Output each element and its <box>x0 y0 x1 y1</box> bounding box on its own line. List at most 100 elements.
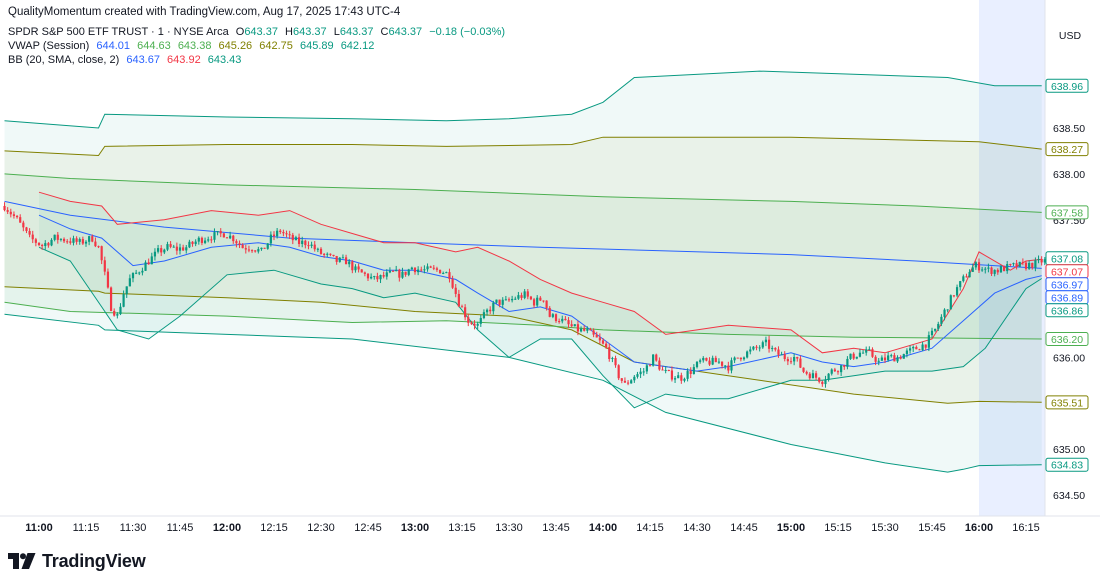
up-candle <box>185 244 188 254</box>
candle-body <box>370 276 373 279</box>
down-candle <box>351 260 354 274</box>
candle-body <box>586 329 589 331</box>
candle-body <box>507 299 511 301</box>
up-candle <box>673 376 677 383</box>
down-candle <box>81 236 84 246</box>
down-candle <box>789 357 793 365</box>
up-candle <box>858 348 862 358</box>
up-candle <box>501 297 504 309</box>
down-candle <box>843 364 846 370</box>
up-candle <box>551 313 554 319</box>
candle-body <box>752 346 755 350</box>
candle-body <box>918 349 921 351</box>
candle-body <box>799 358 802 368</box>
vwap-legend[interactable]: VWAP (Session) 644.01 644.63 643.38 645.… <box>8 39 378 53</box>
ohlc-open: O643.37 <box>235 26 278 38</box>
up-candle <box>407 268 410 277</box>
candle-body <box>19 217 22 223</box>
candle-body <box>489 309 492 312</box>
candle-body <box>589 329 592 331</box>
up-candle <box>930 327 934 338</box>
candle-body <box>116 314 119 316</box>
down-candle <box>3 202 6 212</box>
bb-legend[interactable]: BB (20, SMA, close, 2) 643.67 643.92 643… <box>8 53 245 67</box>
candle-body <box>548 307 551 317</box>
candle-body <box>887 355 890 361</box>
down-candle <box>498 299 501 308</box>
down-candle <box>225 236 229 239</box>
candle-body <box>175 246 178 251</box>
up-candle <box>141 267 144 276</box>
tradingview-logo[interactable]: TradingView <box>8 548 146 574</box>
up-candle <box>122 290 125 308</box>
up-candle <box>758 345 761 352</box>
candle-body <box>608 347 611 360</box>
candle-body <box>344 257 348 265</box>
x-tick-label: 15:15 <box>824 522 852 534</box>
candle-body <box>767 339 771 349</box>
price-label: 636.86 <box>1045 303 1089 318</box>
price-label: 634.83 <box>1045 457 1089 472</box>
up-candle <box>156 244 160 254</box>
up-candle <box>987 263 990 273</box>
candle-body <box>470 322 473 324</box>
vwap-band1-lower <box>4 301 1042 340</box>
candle-body <box>959 281 962 288</box>
candle-body <box>254 250 257 252</box>
candle-body <box>69 241 72 243</box>
candle-body <box>583 328 586 331</box>
candle-body <box>304 240 307 246</box>
up-candle <box>937 321 940 331</box>
down-candle <box>366 272 370 281</box>
down-candle <box>432 265 435 271</box>
candle-body <box>22 222 25 228</box>
candle-body <box>241 244 244 249</box>
candle-body <box>1037 259 1040 261</box>
down-candle <box>899 355 902 360</box>
candle-body <box>219 231 222 234</box>
down-candle <box>871 347 874 358</box>
up-candle <box>645 363 648 375</box>
up-candle <box>50 238 53 247</box>
up-candle <box>573 324 576 327</box>
up-candle <box>865 346 868 356</box>
candle-body <box>131 273 135 279</box>
candle-body <box>529 296 533 300</box>
candle-body <box>1040 259 1043 263</box>
up-candle <box>717 358 721 364</box>
down-candle <box>595 331 598 338</box>
candle-body <box>927 335 930 348</box>
candle-body <box>946 309 949 311</box>
down-candle <box>413 267 417 275</box>
down-candle <box>874 355 877 366</box>
candle-body <box>203 240 207 243</box>
candle-body <box>962 276 965 282</box>
candle-body <box>225 237 229 239</box>
down-candle <box>31 230 34 244</box>
candle-body <box>708 360 711 365</box>
ohlc-close: C643.37 <box>380 26 423 38</box>
down-candle <box>620 378 623 384</box>
candle-body <box>464 307 467 318</box>
up-candle <box>495 299 498 304</box>
down-candle <box>363 271 366 277</box>
down-candle <box>313 241 316 252</box>
down-candle <box>457 289 460 308</box>
down-candle <box>689 367 692 379</box>
currency-button[interactable]: USD <box>1048 27 1092 45</box>
down-candle <box>755 345 758 351</box>
candle-body <box>269 234 272 244</box>
down-candle <box>222 232 225 238</box>
candle-body <box>542 300 545 302</box>
bb-upper-value: 643.92 <box>167 54 201 66</box>
candle-body <box>633 376 636 381</box>
candle-body <box>244 248 247 250</box>
up-candle <box>504 295 507 301</box>
candle-body <box>172 246 175 248</box>
up-candle <box>379 274 382 284</box>
up-candle <box>203 237 207 245</box>
candle-body <box>1043 259 1046 263</box>
candle-body <box>636 374 639 377</box>
candle-body <box>739 357 742 360</box>
